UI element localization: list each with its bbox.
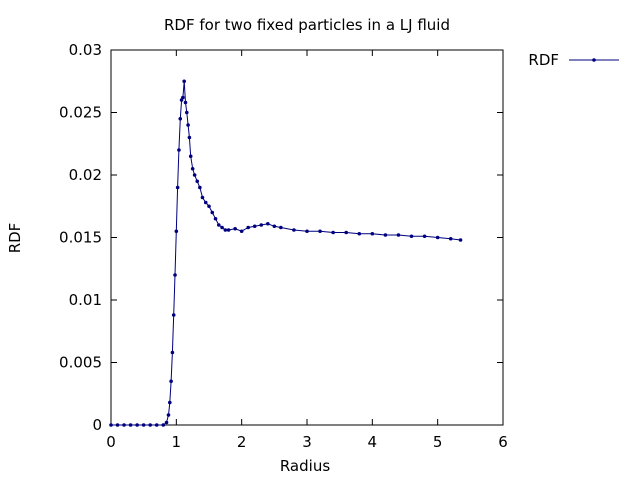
data-point bbox=[266, 221, 270, 226]
data-point bbox=[128, 423, 133, 427]
data-point bbox=[383, 233, 388, 237]
data-point bbox=[357, 231, 362, 236]
data-point bbox=[109, 423, 113, 427]
data-point bbox=[246, 225, 250, 230]
x-tick-label: 1 bbox=[172, 433, 182, 451]
data-point bbox=[252, 224, 257, 229]
y-ticks: 0 0.005 0.01 0.015 0.02 0.025 0.03 bbox=[59, 41, 503, 434]
data-point bbox=[183, 100, 188, 105]
data-point bbox=[164, 420, 169, 425]
data-point bbox=[195, 179, 200, 184]
x-tick-label: 4 bbox=[368, 433, 378, 451]
x-tick-label: 0 bbox=[106, 433, 116, 451]
data-point bbox=[186, 123, 190, 127]
data-point bbox=[259, 223, 264, 227]
data-point bbox=[168, 400, 172, 405]
y-tick-label: 0.015 bbox=[59, 229, 102, 247]
legend-label: RDF bbox=[528, 51, 559, 69]
data-point bbox=[182, 79, 186, 84]
data-point bbox=[171, 313, 176, 317]
data-point bbox=[188, 154, 193, 159]
data-point bbox=[305, 229, 309, 234]
x-tick-label: 2 bbox=[237, 433, 247, 451]
data-point bbox=[173, 273, 177, 277]
data-point bbox=[161, 423, 166, 427]
x-axis-label: Radius bbox=[280, 457, 330, 475]
y-axis-label: RDF bbox=[6, 223, 24, 254]
data-point bbox=[187, 135, 192, 140]
data-point bbox=[200, 195, 205, 200]
series-line bbox=[111, 81, 461, 426]
data-point bbox=[122, 423, 126, 427]
data-point bbox=[169, 379, 173, 384]
data-point bbox=[198, 185, 202, 190]
data-point bbox=[396, 233, 401, 237]
y-tick-label: 0.01 bbox=[69, 291, 102, 309]
data-point bbox=[115, 423, 120, 427]
data-point bbox=[184, 110, 189, 115]
data-point bbox=[233, 226, 237, 231]
data-point bbox=[213, 216, 218, 221]
x-tick-label: 6 bbox=[498, 433, 508, 451]
data-point bbox=[217, 223, 221, 227]
data-point bbox=[448, 236, 453, 241]
data-point bbox=[220, 225, 224, 230]
data-point bbox=[344, 230, 349, 235]
x-tick-label: 3 bbox=[302, 433, 312, 451]
data-point bbox=[135, 423, 139, 427]
data-point bbox=[203, 200, 208, 205]
data-point bbox=[239, 229, 244, 234]
series-layer bbox=[109, 79, 463, 427]
data-point bbox=[166, 413, 171, 417]
y-tick-label: 0.025 bbox=[59, 104, 102, 122]
plot-frame bbox=[110, 49, 504, 426]
data-point bbox=[181, 95, 185, 100]
x-ticks: 0 1 2 3 4 5 6 bbox=[106, 50, 508, 451]
y-tick-label: 0 bbox=[92, 416, 102, 434]
data-point bbox=[141, 423, 146, 427]
y-tick-label: 0.03 bbox=[69, 41, 102, 59]
data-point bbox=[210, 210, 215, 215]
legend-marker bbox=[592, 58, 596, 62]
data-point bbox=[318, 229, 322, 234]
data-point bbox=[177, 148, 181, 152]
data-point bbox=[192, 173, 197, 177]
data-point bbox=[178, 116, 183, 121]
data-point bbox=[175, 185, 180, 190]
data-point bbox=[154, 423, 159, 427]
data-point bbox=[331, 230, 335, 235]
data-point bbox=[190, 166, 195, 171]
data-point bbox=[422, 234, 427, 239]
data-point bbox=[223, 228, 228, 232]
data-point bbox=[174, 229, 179, 234]
data-point bbox=[279, 225, 283, 230]
x-tick-label: 5 bbox=[433, 433, 443, 451]
data-point bbox=[226, 228, 231, 232]
data-point bbox=[207, 204, 211, 209]
data-point bbox=[292, 228, 296, 232]
data-point bbox=[370, 231, 375, 236]
y-tick-label: 0.02 bbox=[69, 166, 102, 184]
data-point bbox=[435, 235, 440, 240]
data-point bbox=[148, 423, 152, 427]
data-point bbox=[170, 350, 175, 355]
data-point bbox=[458, 238, 463, 242]
y-tick-label: 0.005 bbox=[59, 354, 102, 372]
data-point bbox=[272, 224, 277, 229]
chart-title: RDF for two fixed particles in a LJ flui… bbox=[164, 16, 450, 34]
legend: RDF bbox=[528, 51, 619, 69]
data-point bbox=[409, 234, 414, 239]
